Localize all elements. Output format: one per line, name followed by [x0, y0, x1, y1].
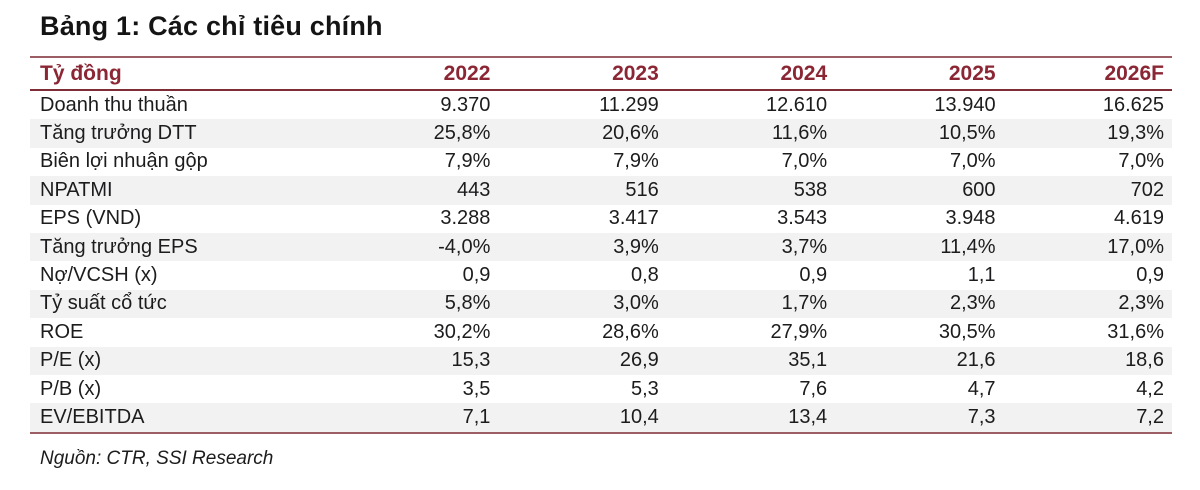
- cell-value: 9.370: [440, 93, 491, 116]
- cell-value: 27,9%: [770, 320, 828, 343]
- cell-value: 35,1: [788, 349, 828, 372]
- cell-value: 443: [457, 178, 491, 201]
- row-label: P/E (x): [40, 349, 102, 372]
- cell-value: 5,8%: [444, 292, 491, 315]
- cell-value: -4,0%: [438, 235, 491, 258]
- table-header: Tỷ đồng 2022 2023 2024 2025 2026F: [30, 57, 1172, 90]
- cell-value: 3.417: [608, 207, 659, 230]
- source-note: Nguồn: CTR, SSI Research: [40, 448, 274, 469]
- cell-value: 7,2: [1136, 405, 1164, 428]
- cell-value: 28,6%: [602, 320, 659, 343]
- cell-value: 2,3%: [1118, 292, 1164, 315]
- key-metrics-table: Tỷ đồng 2022 2023 2024 2025 2026F Doanh …: [30, 56, 1172, 434]
- row-label: Nợ/VCSH (x): [40, 264, 158, 287]
- cell-value: 10,5%: [938, 122, 996, 145]
- cell-value: 516: [625, 178, 659, 201]
- cell-value: 0,8: [630, 264, 659, 287]
- cell-value: 1,1: [967, 264, 996, 287]
- cell-value: 30,2%: [433, 320, 491, 343]
- table-row: NPATMI 443 516 538 600 702: [30, 176, 1172, 205]
- row-label: Tăng trưởng EPS: [40, 235, 198, 258]
- row-label: EV/EBITDA: [40, 405, 145, 428]
- cell-value: 7,0%: [949, 150, 996, 173]
- cell-value: 7,9%: [613, 150, 659, 173]
- table-row: P/B (x) 3,5 5,3 7,6 4,7 4,2: [30, 375, 1172, 403]
- cell-value: 7,0%: [1118, 150, 1164, 173]
- cell-value: 600: [962, 178, 996, 201]
- cell-value: 4,2: [1136, 377, 1164, 400]
- cell-value: 13.940: [934, 93, 996, 116]
- row-label: Tăng trưởng DTT: [40, 122, 197, 145]
- cell-value: 7,9%: [444, 150, 491, 173]
- cell-value: 25,8%: [433, 122, 491, 145]
- table-row: ROE 30,2% 28,6% 27,9% 30,5% 31,6%: [30, 318, 1172, 346]
- table-row: EV/EBITDA 7,1 10,4 13,4 7,3 7,2: [30, 403, 1172, 433]
- cell-value: 30,5%: [938, 320, 996, 343]
- cell-value: 3,9%: [613, 235, 659, 258]
- table-row: Tăng trưởng DTT 25,8% 20,6% 11,6% 10,5% 19,3%: [30, 119, 1172, 148]
- cell-value: 16.625: [1102, 93, 1164, 116]
- cell-value: 7,0%: [781, 150, 828, 173]
- column-header-2022: 2022: [443, 61, 491, 85]
- column-header-2023: 2023: [612, 61, 659, 85]
- table-title: Bảng 1: Các chỉ tiêu chính: [40, 11, 383, 41]
- table-row: EPS (VND) 3.288 3.417 3.543 3.948 4.619: [30, 205, 1172, 233]
- row-label: Biên lợi nhuận gộp: [40, 150, 208, 173]
- column-header-2025: 2025: [948, 61, 996, 85]
- column-header-2026f: 2026F: [1104, 61, 1164, 85]
- cell-value: 15,3: [451, 349, 491, 372]
- cell-value: 11,4%: [940, 235, 996, 258]
- cell-value: 5,3: [630, 377, 659, 400]
- table-row: Biên lợi nhuận gộp 7,9% 7,9% 7,0% 7,0% 7,0%: [30, 148, 1172, 176]
- table-row: Doanh thu thuần 9.370 11.299 12.610 13.940 16…: [30, 90, 1172, 119]
- row-label: P/B (x): [40, 377, 102, 400]
- cell-value: 0,9: [799, 264, 828, 287]
- cell-value: 12.610: [766, 93, 828, 116]
- cell-value: 26,9: [619, 349, 659, 372]
- cell-value: 3,7%: [781, 235, 828, 258]
- row-label: EPS (VND): [40, 207, 142, 230]
- header-row: Tỷ đồng 2022 2023 2024 2025 2026F: [30, 57, 1172, 90]
- cell-value: 4,7: [967, 377, 996, 400]
- cell-value: 11.299: [599, 93, 659, 116]
- cell-value: 3,5: [462, 377, 491, 400]
- cell-value: 17,0%: [1107, 235, 1164, 258]
- cell-value: 3.948: [945, 207, 996, 230]
- row-label: ROE: [40, 320, 84, 343]
- row-label: Doanh thu thuần: [40, 93, 188, 116]
- cell-value: 7,1: [462, 405, 491, 428]
- table-row: Tăng trưởng EPS -4,0% 3,9% 3,7% 11,4% 17,0%: [30, 232, 1172, 262]
- column-header-2024: 2024: [780, 61, 828, 85]
- table-body: Doanh thu thuần 9.370 11.299 12.610 13.940 16…: [30, 90, 1172, 433]
- row-label: Tỷ suất cổ tức: [40, 292, 167, 315]
- table-row: Tỷ suất cổ tức 5,8% 3,0% 1,7% 2,3% 2,3%: [30, 289, 1172, 319]
- cell-value: 0,9: [462, 264, 491, 287]
- cell-value: 4.619: [1113, 207, 1164, 230]
- cell-value: 3.543: [777, 207, 828, 230]
- cell-value: 1,7%: [781, 292, 828, 315]
- table-row: P/E (x) 15,3 26,9 35,1 21,6 18,6: [30, 346, 1172, 375]
- cell-value: 19,3%: [1107, 122, 1164, 145]
- cell-value: 13,4: [788, 405, 828, 428]
- cell-value: 538: [793, 178, 828, 201]
- cell-value: 31,6%: [1107, 320, 1164, 343]
- cell-value: 7,6: [799, 377, 828, 400]
- cell-value: 7,3: [967, 405, 996, 428]
- cell-value: 2,3%: [949, 292, 996, 315]
- cell-value: 702: [1130, 178, 1164, 201]
- cell-value: 3.288: [440, 207, 491, 230]
- row-label: NPATMI: [40, 178, 113, 201]
- column-header-unit: Tỷ đồng: [40, 61, 122, 85]
- cell-value: 11,6%: [771, 122, 828, 145]
- cell-value: 18,6: [1125, 349, 1164, 372]
- cell-value: 21,6: [956, 349, 996, 372]
- cell-value: 0,9: [1136, 264, 1164, 287]
- cell-value: 10,4: [619, 405, 659, 428]
- table-row: Nợ/VCSH (x) 0,9 0,8 0,9 1,1 0,9: [30, 261, 1172, 289]
- cell-value: 3,0%: [613, 292, 659, 315]
- cell-value: 20,6%: [602, 122, 659, 145]
